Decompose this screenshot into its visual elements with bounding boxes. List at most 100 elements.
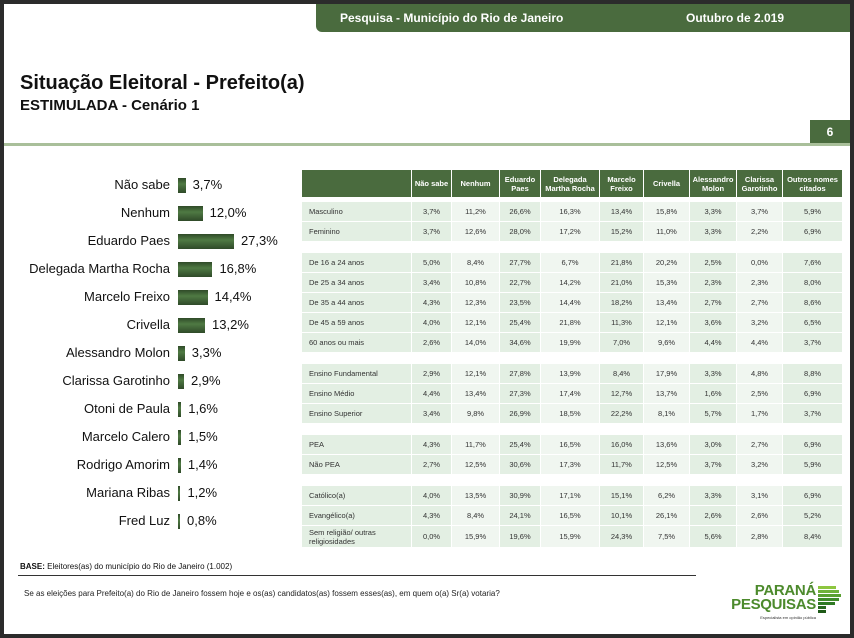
bar-value-label: 2,9% [190, 373, 221, 388]
bar [178, 346, 185, 361]
table-cell: 3,0% [690, 435, 737, 454]
bar-value-label: 1,6% [188, 401, 218, 416]
table-cell: 2,2% [737, 222, 783, 241]
table-cell: 27,8% [500, 364, 541, 383]
row-label: Ensino Médio [302, 384, 412, 403]
row-label: 60 anos ou mais [302, 333, 412, 352]
table-cell: 9,6% [644, 333, 690, 352]
table-cell: 1,7% [737, 404, 783, 423]
logo-line2: PESQUISAS [731, 596, 816, 613]
table-cell: 6,9% [783, 384, 843, 403]
table-cell: 15,9% [541, 526, 600, 547]
table-cell: 4,4% [737, 333, 783, 352]
table-cell: 2,5% [690, 253, 737, 272]
table-header-corner [302, 170, 412, 197]
bar [178, 234, 234, 249]
bar [178, 178, 186, 193]
table-cell: 14,0% [452, 333, 500, 352]
bar-value-label: 14,4% [214, 289, 252, 304]
row-label: Sem religião/ outras religiosidades [302, 526, 412, 547]
table-cell: 30,6% [500, 455, 541, 474]
bar-value-label: 1,4% [187, 457, 218, 472]
table-cell: 5,7% [690, 404, 737, 423]
table-cell: 7,0% [600, 333, 644, 352]
table-cell: 12,1% [644, 313, 690, 332]
bar-value-label: 13,2% [212, 317, 249, 332]
table-cell: 3,1% [737, 486, 783, 505]
bar [178, 206, 203, 221]
table-cell: 12,5% [452, 455, 500, 474]
table-cell: 30,9% [500, 486, 541, 505]
slide: Pesquisa - Município do Rio de Janeiro O… [4, 4, 850, 634]
bar-label: Clarissa Garotinho [62, 373, 170, 388]
bar-label: Não sabe [114, 177, 170, 192]
table-cell: 8,4% [452, 506, 500, 525]
table-cell: 7,6% [783, 253, 843, 272]
table-cell: 11,0% [644, 222, 690, 241]
table-cell: 8,4% [452, 253, 500, 272]
table-cell: 18,2% [600, 293, 644, 312]
table-cell: 25,4% [500, 313, 541, 332]
bar-label: Rodrigo Amorim [76, 457, 170, 472]
table-cell: 14,4% [541, 293, 600, 312]
bar [178, 374, 184, 389]
table-cell: 21,8% [541, 313, 600, 332]
table-cell: 13,7% [644, 384, 690, 403]
row-label: De 45 a 59 anos [302, 313, 412, 332]
bar-value-label: 1,5% [188, 429, 218, 444]
table-cell: 6,9% [783, 222, 843, 241]
table-cell: 17,9% [644, 364, 690, 383]
table-cell: 4,4% [412, 384, 452, 403]
bar [178, 402, 182, 417]
row-label: De 35 a 44 anos [302, 293, 412, 312]
table-cell: 27,3% [500, 384, 541, 403]
table-cell: 17,1% [541, 486, 600, 505]
bar [178, 430, 182, 445]
table-cell: 14,2% [541, 273, 600, 292]
table-cell: 3,3% [690, 364, 737, 383]
table-cell: 4,3% [412, 435, 452, 454]
table-cell: 15,9% [452, 526, 500, 547]
table-cell: 13,4% [452, 384, 500, 403]
column-header: Clarissa Garotinho [737, 170, 783, 197]
table-cell: 11,7% [600, 455, 644, 474]
table-cell: 21,8% [600, 253, 644, 272]
logo-line1: PARANÁ [754, 582, 817, 599]
table-cell: 3,2% [737, 313, 783, 332]
table-cell: 22,2% [600, 404, 644, 423]
table-cell: 12,3% [452, 293, 500, 312]
table-cell: 26,6% [500, 202, 541, 221]
bar-value-label: 3,7% [192, 177, 223, 192]
table-cell: 24,3% [600, 526, 644, 547]
table-cell: 15,3% [644, 273, 690, 292]
table-cell: 2,9% [412, 364, 452, 383]
bar-value-label: 27,3% [240, 233, 278, 248]
table-cell: 2,5% [737, 384, 783, 403]
table-cell: 3,2% [737, 455, 783, 474]
table-cell: 13,9% [541, 364, 600, 383]
table-cell: 12,5% [644, 455, 690, 474]
table-cell: 3,7% [690, 455, 737, 474]
table-cell: 3,3% [690, 202, 737, 221]
table-cell: 27,7% [500, 253, 541, 272]
table-cell: 16,5% [541, 506, 600, 525]
table-cell: 19,6% [500, 526, 541, 547]
bar-label: Alessandro Molon [65, 345, 170, 360]
logo-mark-icon [818, 586, 841, 613]
table-cell: 2,6% [412, 333, 452, 352]
bar [178, 262, 213, 277]
column-header: Crivella [644, 170, 690, 197]
column-header: Eduardo Paes [500, 170, 541, 197]
column-header: Marcelo Freixo [600, 170, 644, 197]
bar-label: Crivella [126, 317, 170, 332]
bar-label: Otoni de Paula [83, 401, 170, 416]
table-cell: 8,4% [600, 364, 644, 383]
table-cell: 4,0% [412, 313, 452, 332]
table-cell: 8,0% [783, 273, 843, 292]
row-label: De 25 a 34 anos [302, 273, 412, 292]
column-header: Alessandro Molon [690, 170, 737, 197]
column-header: Não sabe [412, 170, 452, 197]
page-title: Situação Eleitoral - Prefeito(a) [20, 72, 305, 94]
table-cell: 2,8% [737, 526, 783, 547]
row-label: Feminino [302, 222, 412, 241]
